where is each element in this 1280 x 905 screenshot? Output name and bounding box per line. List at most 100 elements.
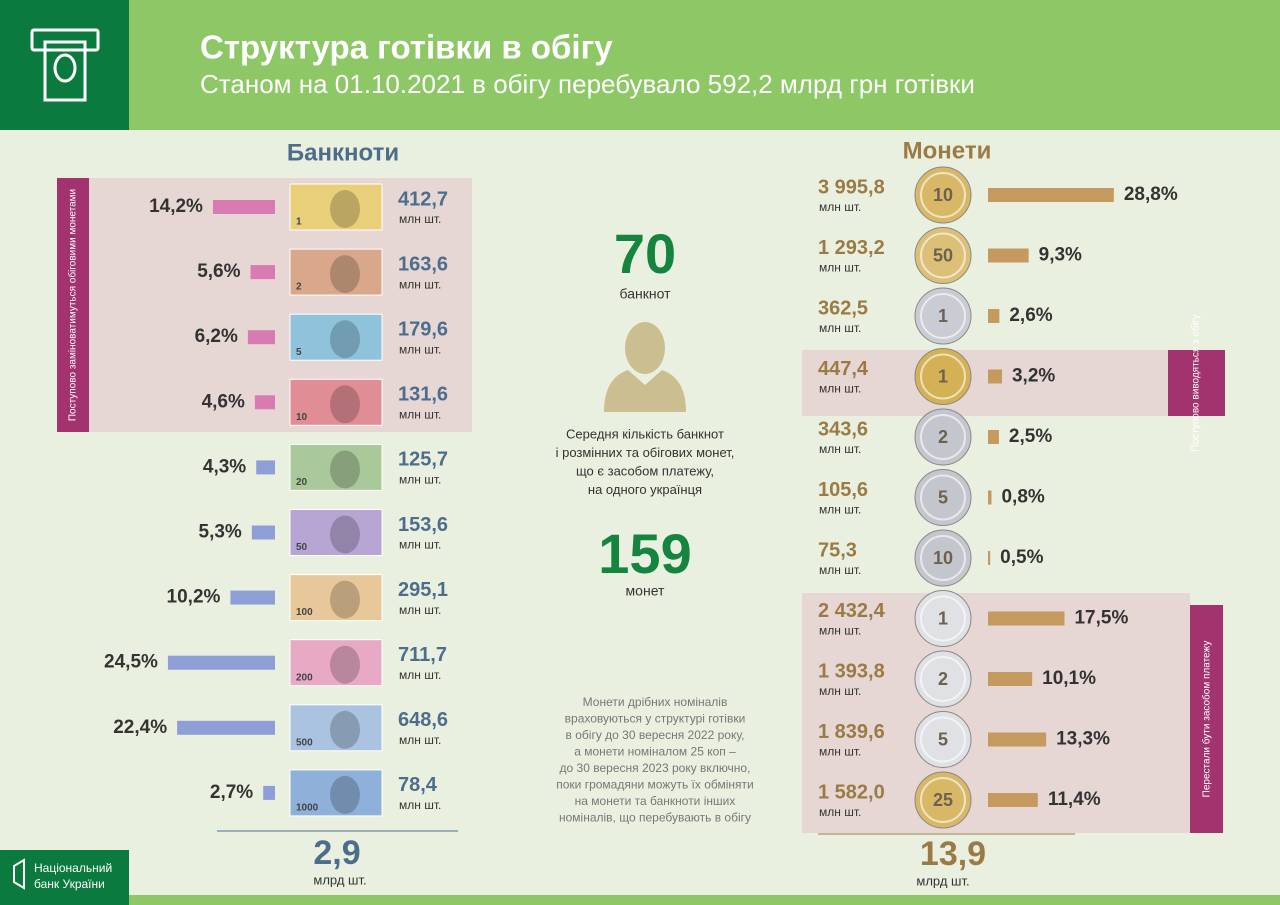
- banknote: [289, 248, 383, 296]
- banknote: [289, 443, 383, 491]
- share-label: 3,2%: [1012, 366, 1055, 387]
- share-label: 0,8%: [1001, 487, 1044, 508]
- count: 1 393,8: [818, 660, 885, 682]
- count: 131,6: [398, 384, 448, 406]
- coins-total-unit: млрд шт.: [916, 873, 969, 888]
- nbu-name-2: банк України: [34, 877, 105, 891]
- share-label: 5,6%: [197, 261, 240, 282]
- banknote-portrait: [330, 385, 360, 424]
- unit: млн шт.: [399, 473, 441, 487]
- banknote: [289, 574, 383, 622]
- coin-rim: [920, 414, 966, 460]
- nbu-emblem: [13, 858, 25, 890]
- banknote-portrait: [330, 255, 360, 294]
- withdraw-tag: [1168, 350, 1225, 416]
- count: 3 995,8: [818, 176, 885, 198]
- share-label: 14,2%: [149, 196, 203, 217]
- banknote-denomination: 100: [296, 607, 313, 618]
- replace-panel: [57, 178, 472, 432]
- header-band: [0, 0, 1280, 130]
- note-line: в обігу до 30 вересня 2022 року,: [566, 728, 745, 742]
- count: 648,6: [398, 709, 448, 731]
- count: 1 582,0: [818, 781, 885, 803]
- share-bar: [988, 732, 1047, 747]
- coin-rim: [920, 716, 966, 763]
- coin-rim: [920, 474, 966, 521]
- coin-denomination: 5: [938, 729, 948, 749]
- coin-denomination: 5: [938, 487, 948, 507]
- count: 412,7: [398, 188, 448, 210]
- banknote-portrait: [330, 320, 360, 359]
- share-bar: [230, 590, 275, 605]
- unit: млн шт.: [819, 684, 861, 698]
- share-label: 13,3%: [1056, 729, 1110, 750]
- coin-rim: [920, 656, 966, 702]
- unit: млн шт.: [399, 603, 441, 617]
- coin: [914, 348, 972, 405]
- banknote: [289, 769, 383, 817]
- share-bar: [988, 430, 999, 444]
- invalid-note: Перестали бути засобом платежу: [1201, 641, 1213, 798]
- count: 163,6: [398, 253, 448, 275]
- count: 1 293,2: [818, 237, 885, 259]
- share-bar: [177, 720, 275, 735]
- subtitle: Станом на 01.10.2021 в обігу перебувало …: [200, 69, 975, 99]
- unit: млн шт.: [819, 442, 861, 456]
- unit: млн шт.: [399, 668, 441, 682]
- count: 179,6: [398, 318, 448, 340]
- withdraw-note: Поступово виводяться з обігу: [1190, 314, 1202, 451]
- banknotes-per-person: 70: [614, 222, 676, 285]
- withdraw-panel: [802, 350, 1168, 416]
- description-line: і розмінних та обігових монет,: [556, 445, 735, 460]
- banknote-denomination: 50: [296, 542, 308, 553]
- share-label: 0,5%: [1000, 547, 1043, 568]
- banknote-portrait: [330, 580, 360, 619]
- banknote-denomination: 1000: [296, 803, 319, 814]
- share-bar: [988, 490, 992, 505]
- coin-denomination: 50: [933, 245, 953, 265]
- footer-band: [129, 895, 1280, 905]
- coin: [914, 590, 972, 647]
- title: Структура готівки в обігу: [200, 29, 613, 66]
- share-label: 5,3%: [199, 522, 242, 543]
- coin: [914, 469, 972, 526]
- count: 711,7: [398, 644, 447, 666]
- share-bar: [988, 248, 1029, 263]
- banknote-portrait: [330, 710, 360, 749]
- share-bar: [167, 655, 275, 670]
- banknote-denomination: 20: [296, 477, 308, 488]
- note-line: до 30 вересня 2023 року включно,: [560, 761, 751, 775]
- coin: [914, 771, 972, 829]
- replace-note: Поступово заміноватимуться обіговими мон…: [67, 189, 79, 421]
- banknotes-per-person-label: банкнот: [620, 286, 672, 302]
- unit: млн шт.: [819, 563, 861, 577]
- coin-denomination: 10: [933, 548, 953, 568]
- unit: млн шт.: [819, 382, 861, 396]
- coin-rim: [920, 232, 966, 279]
- count: 125,7: [398, 449, 448, 471]
- unit: млн шт.: [399, 277, 441, 291]
- count: 2 432,4: [818, 600, 886, 622]
- share-bar: [263, 785, 275, 800]
- share-label: 10,1%: [1042, 668, 1096, 689]
- banknote-portrait: [330, 515, 360, 554]
- banknote: [289, 509, 383, 556]
- unit: млн шт.: [819, 745, 861, 759]
- note-line: а монети номіналом 25 коп –: [574, 745, 736, 759]
- share-bar: [251, 525, 275, 540]
- coins-title: Монети: [903, 137, 992, 164]
- count: 1 839,6: [818, 721, 885, 743]
- share-bar: [254, 395, 275, 410]
- unit: млн шт.: [399, 733, 441, 747]
- unit: млн шт.: [819, 321, 861, 335]
- share-bar: [256, 460, 275, 475]
- coin: [914, 711, 972, 768]
- banknotes-total: 2,9: [313, 834, 360, 872]
- coin: [914, 287, 972, 345]
- nbu-name-1: Національний: [34, 861, 112, 875]
- coin-rim: [920, 293, 966, 339]
- banknote-denomination: 10: [296, 412, 308, 423]
- count: 75,3: [818, 539, 857, 561]
- atm-icon: [30, 28, 100, 102]
- coin: [914, 650, 972, 708]
